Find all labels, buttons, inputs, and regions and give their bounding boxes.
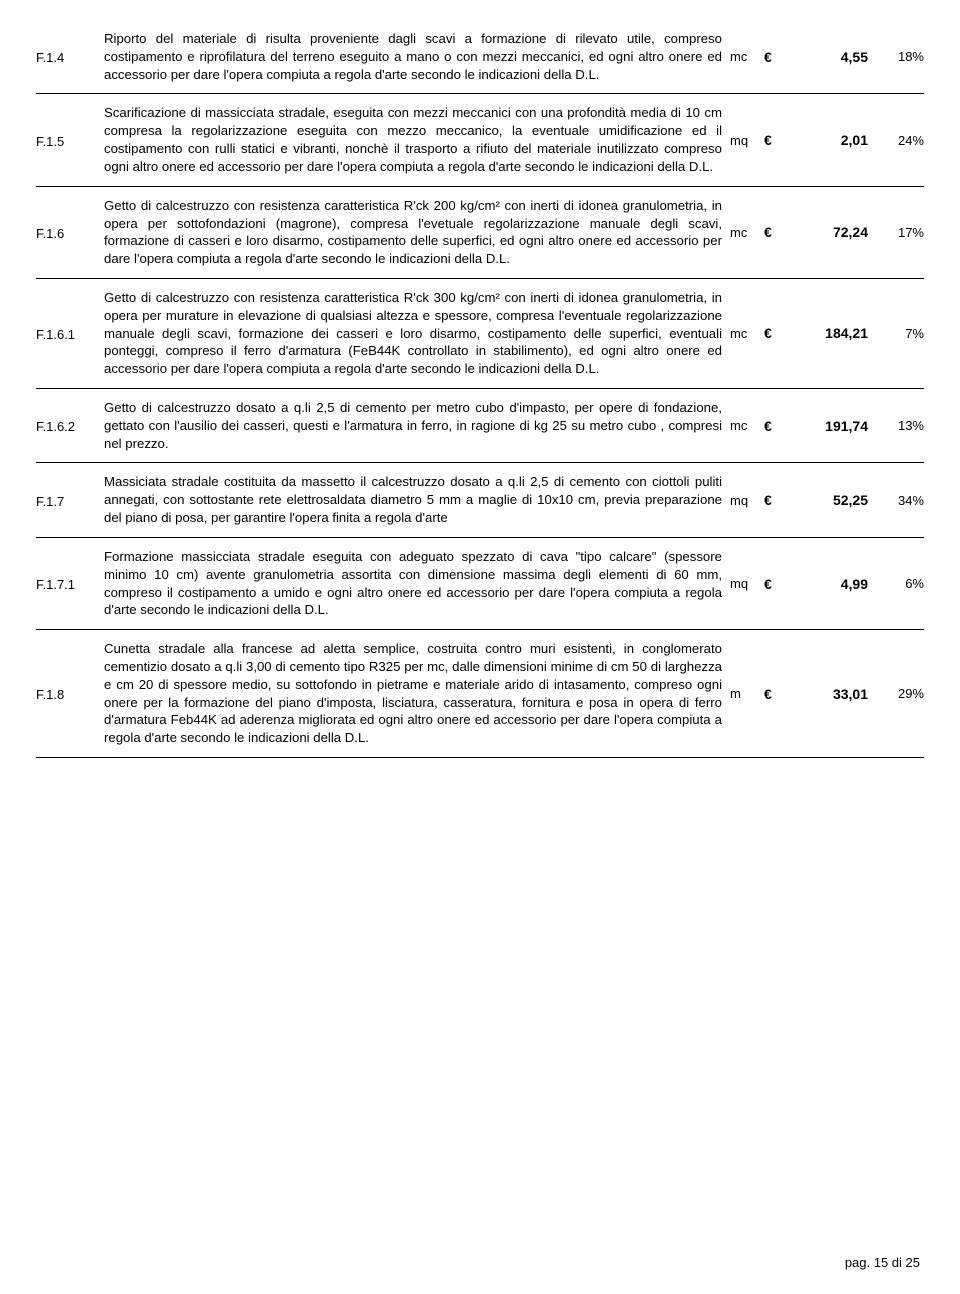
price-value: 4,99 [782, 576, 876, 592]
currency-symbol: € [764, 492, 782, 508]
table-row: F.1.7Massiciata stradale costituita da m… [36, 463, 924, 537]
price-table: F.1.4Riporto del materiale di risulta pr… [36, 20, 924, 758]
percentage-value: 29% [876, 686, 924, 701]
currency-symbol: € [764, 576, 782, 592]
currency-symbol: € [764, 418, 782, 434]
item-description: Getto di calcestruzzo con resistenza car… [104, 197, 730, 268]
unit-of-measure: mq [730, 576, 764, 591]
item-code: F.1.7 [36, 492, 104, 509]
price-value: 2,01 [782, 132, 876, 148]
currency-symbol: € [764, 224, 782, 240]
item-values: mq€2,0124% [730, 132, 924, 148]
item-values: mq€52,2534% [730, 492, 924, 508]
price-value: 4,55 [782, 49, 876, 65]
item-values: mc€4,5518% [730, 49, 924, 65]
table-row: F.1.8Cunetta stradale alla francese ad a… [36, 630, 924, 758]
item-code: F.1.7.1 [36, 575, 104, 592]
document-page: F.1.4Riporto del materiale di risulta pr… [0, 0, 960, 1294]
item-values: mc€184,217% [730, 325, 924, 341]
table-row: F.1.7.1Formazione massicciata stradale e… [36, 538, 924, 630]
unit-of-measure: mc [730, 225, 764, 240]
item-code: F.1.6 [36, 224, 104, 241]
percentage-value: 7% [876, 326, 924, 341]
item-description: Cunetta stradale alla francese ad aletta… [104, 640, 730, 747]
percentage-value: 6% [876, 576, 924, 591]
item-values: m€33,0129% [730, 686, 924, 702]
price-value: 184,21 [782, 325, 876, 341]
unit-of-measure: mc [730, 49, 764, 64]
table-row: F.1.6Getto di calcestruzzo con resistenz… [36, 187, 924, 279]
item-code: F.1.5 [36, 132, 104, 149]
item-code: F.1.4 [36, 48, 104, 65]
page-footer: pag. 15 di 25 [845, 1255, 920, 1270]
item-description: Scarificazione di massicciata stradale, … [104, 104, 730, 175]
price-value: 33,01 [782, 686, 876, 702]
percentage-value: 17% [876, 225, 924, 240]
table-row: F.1.6.1Getto di calcestruzzo con resiste… [36, 279, 924, 389]
percentage-value: 18% [876, 49, 924, 64]
currency-symbol: € [764, 325, 782, 341]
item-code: F.1.6.1 [36, 325, 104, 342]
table-row: F.1.4Riporto del materiale di risulta pr… [36, 20, 924, 94]
item-values: mc€191,7413% [730, 418, 924, 434]
item-values: mc€72,2417% [730, 224, 924, 240]
item-values: mq€4,996% [730, 576, 924, 592]
item-description: Massiciata stradale costituita da masset… [104, 473, 730, 526]
unit-of-measure: mq [730, 133, 764, 148]
currency-symbol: € [764, 132, 782, 148]
item-code: F.1.8 [36, 685, 104, 702]
item-description: Riporto del materiale di risulta proveni… [104, 30, 730, 83]
price-value: 72,24 [782, 224, 876, 240]
item-description: Formazione massicciata stradale eseguita… [104, 548, 730, 619]
currency-symbol: € [764, 686, 782, 702]
percentage-value: 13% [876, 418, 924, 433]
unit-of-measure: m [730, 686, 764, 701]
unit-of-measure: mq [730, 493, 764, 508]
item-code: F.1.6.2 [36, 417, 104, 434]
item-description: Getto di calcestruzzo con resistenza car… [104, 289, 730, 378]
item-description: Getto di calcestruzzo dosato a q.li 2,5 … [104, 399, 730, 452]
price-value: 191,74 [782, 418, 876, 434]
price-value: 52,25 [782, 492, 876, 508]
currency-symbol: € [764, 49, 782, 65]
unit-of-measure: mc [730, 326, 764, 341]
table-row: F.1.6.2Getto di calcestruzzo dosato a q.… [36, 389, 924, 463]
unit-of-measure: mc [730, 418, 764, 433]
table-row: F.1.5Scarificazione di massicciata strad… [36, 94, 924, 186]
percentage-value: 24% [876, 133, 924, 148]
percentage-value: 34% [876, 493, 924, 508]
